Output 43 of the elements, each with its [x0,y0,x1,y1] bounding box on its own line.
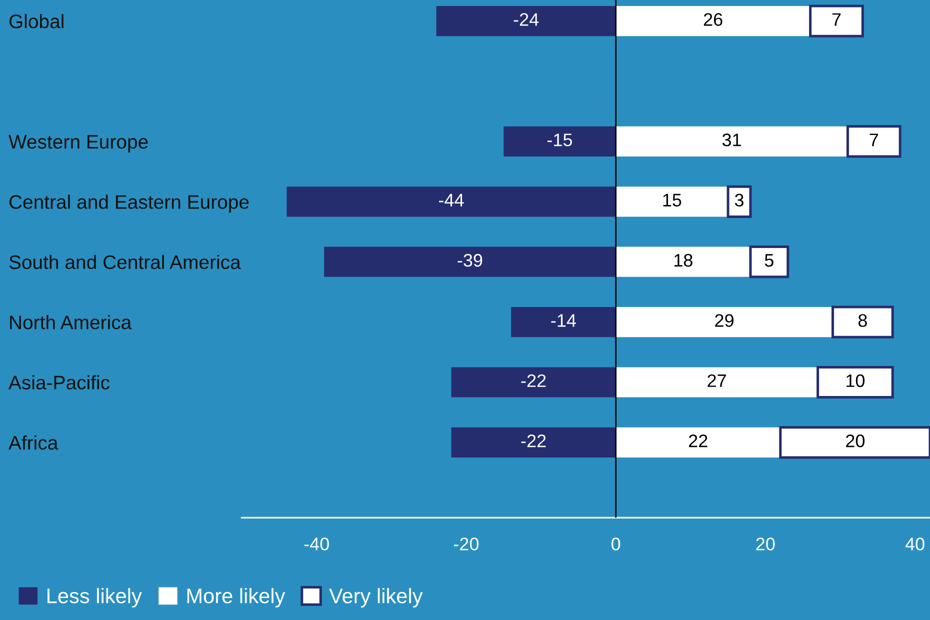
data-label: -14 [551,314,576,327]
data-label: 10 [846,374,865,388]
data-label: 15 [663,194,682,207]
legend-label: More likely [187,588,286,608]
data-label: -24 [514,13,539,26]
data-label: -15 [547,134,572,146]
data-label: 31 [722,134,741,146]
bar [451,367,616,398]
y-tick-label: Global [9,14,64,28]
data-label: 18 [674,254,692,267]
y-tick-label: Western Europe [8,135,148,153]
bar [324,246,616,277]
data-label: -39 [458,254,482,267]
data-label: 22 [688,434,708,448]
data-label: -44 [439,194,464,206]
data-label: -22 [521,434,546,448]
data-label: 20 [846,434,865,448]
y-tick-label: South and Central America [9,254,241,270]
data-label: 8 [858,314,867,327]
y-tick-label: Africa [8,435,58,450]
y-tick-label: Central and Eastern Europe [9,194,249,213]
y-tick-label: Asia-Pacific [8,375,110,390]
bar [504,126,616,157]
data-label: 29 [715,314,734,327]
x-tick-label: 20 [756,538,775,550]
legend-label: Very likely [329,588,423,608]
legend-label: Less likely [48,588,142,608]
data-label: -22 [521,374,546,387]
bar [436,6,616,36]
bar [451,427,616,458]
data-label: 26 [704,13,722,26]
bar [286,186,616,217]
x-tick-label: 40 [905,538,924,550]
data-label: 5 [764,254,774,267]
data-label: 7 [832,13,841,26]
x-tick-label: -20 [454,538,479,550]
data-label: 7 [870,134,878,146]
data-label: 27 [708,374,726,387]
x-tick-label: -40 [304,538,329,550]
x-tick-label: 0 [612,538,620,550]
y-tick-label: North America [10,315,132,330]
data-label: 3 [734,194,744,207]
bar [511,307,616,338]
